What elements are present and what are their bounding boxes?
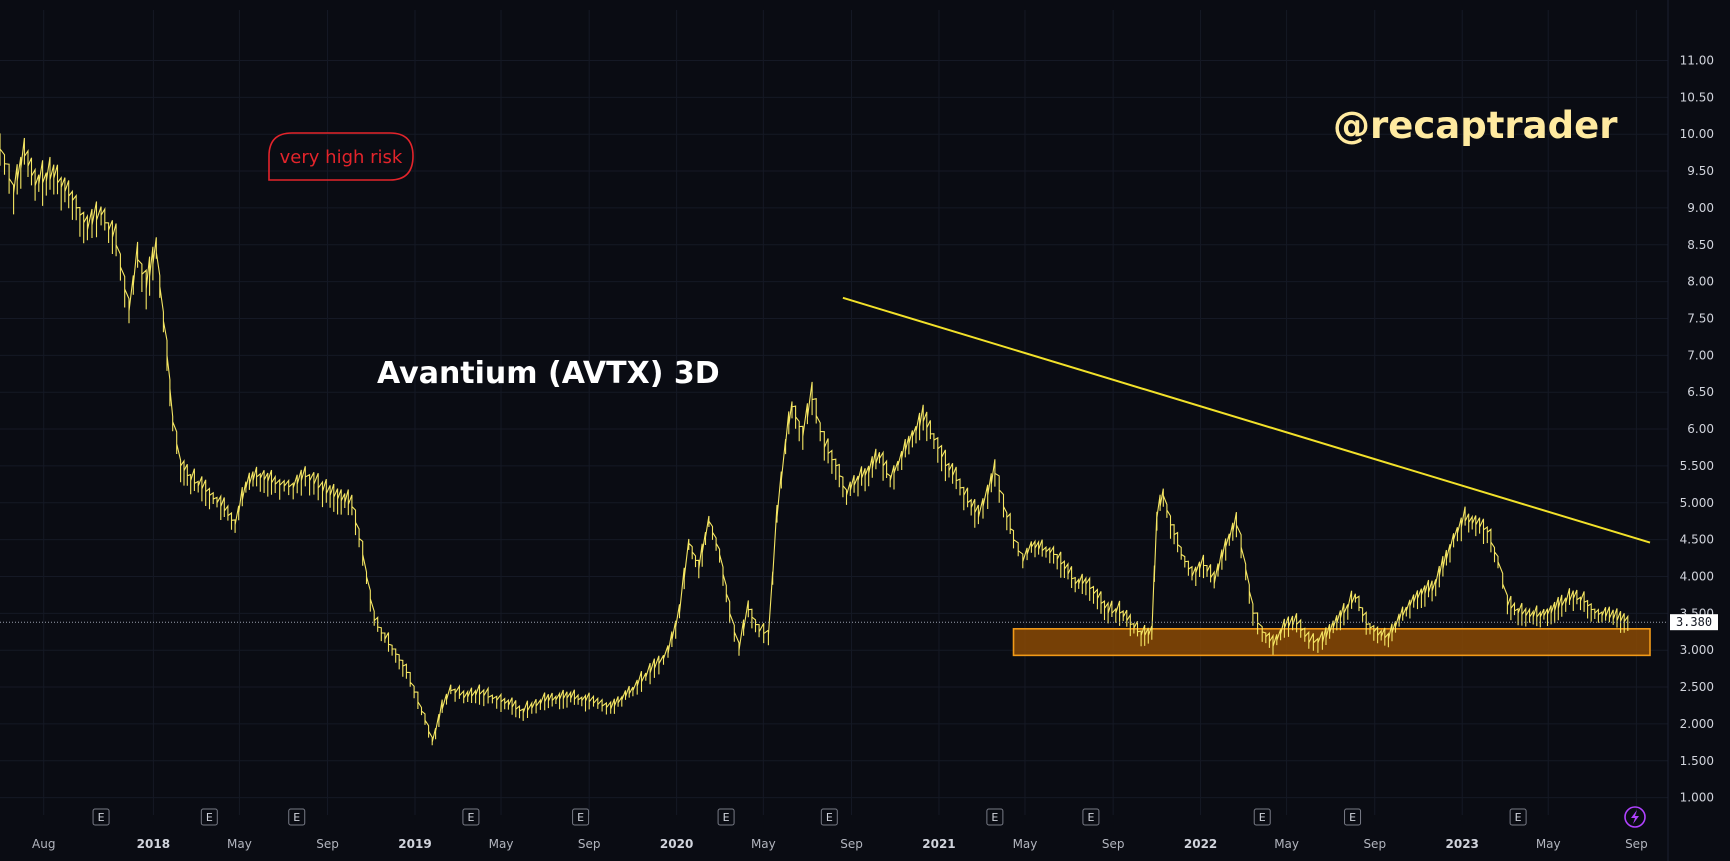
earnings-marker[interactable]: E bbox=[1253, 808, 1271, 826]
y-tick-label: 6.50 bbox=[1687, 385, 1714, 399]
earnings-marker[interactable]: E bbox=[1509, 808, 1527, 826]
earnings-marker-box bbox=[1082, 808, 1100, 826]
trendline-line[interactable] bbox=[842, 296, 1651, 544]
y-tick-label: 6.00 bbox=[1687, 422, 1714, 436]
earnings-marker[interactable]: E bbox=[717, 808, 735, 826]
price-axis[interactable]: 1.0001.5002.0002.5003.0003.5004.0004.500… bbox=[1667, 0, 1714, 861]
y-tick-label: 4.500 bbox=[1680, 533, 1714, 547]
earnings-marker[interactable]: E bbox=[200, 808, 218, 826]
earnings-marker[interactable]: E bbox=[572, 808, 590, 826]
earnings-marker[interactable]: E bbox=[462, 808, 480, 826]
earnings-marker-label: E bbox=[98, 811, 105, 824]
risk-callout[interactable]: very high risk bbox=[268, 132, 414, 181]
earnings-marker-box bbox=[1509, 808, 1527, 826]
y-tick-label: 4.000 bbox=[1680, 569, 1714, 583]
y-tick-label: 5.500 bbox=[1680, 459, 1714, 473]
last-price-value: 3.380 bbox=[1676, 615, 1712, 629]
y-tick-label: 5.000 bbox=[1680, 496, 1714, 510]
earnings-marker-box bbox=[462, 808, 480, 826]
x-tick-label: May bbox=[489, 837, 514, 851]
y-tick-label: 3.000 bbox=[1680, 643, 1714, 657]
risk-callout-box bbox=[268, 132, 414, 181]
x-tick-label: Sep bbox=[578, 837, 601, 851]
earnings-marker-box bbox=[200, 808, 218, 826]
earnings-marker-box bbox=[1253, 808, 1271, 826]
y-tick-label: 11.00 bbox=[1680, 53, 1714, 67]
x-tick-label: Sep bbox=[316, 837, 339, 851]
earnings-marker-label: E bbox=[826, 811, 833, 824]
support-zone bbox=[1012, 628, 1651, 657]
chart-title: Avantium (AVTX) 3D bbox=[377, 356, 720, 391]
x-tick-label: Sep bbox=[840, 837, 863, 851]
y-tick-label: 2.500 bbox=[1680, 680, 1714, 694]
y-tick-label: 1.500 bbox=[1680, 754, 1714, 768]
price-bars bbox=[0, 133, 1629, 746]
y-tick-label: 9.00 bbox=[1687, 201, 1714, 215]
earnings-marker-label: E bbox=[577, 811, 584, 824]
earnings-marker-label: E bbox=[206, 811, 213, 824]
earnings-marker-box bbox=[820, 808, 838, 826]
last-price-tag bbox=[1670, 614, 1718, 631]
earnings-marker-label: E bbox=[293, 811, 300, 824]
earnings-marker-label: E bbox=[723, 811, 730, 824]
x-tick-label: Aug bbox=[32, 837, 55, 851]
y-tick-label: 8.50 bbox=[1687, 238, 1714, 252]
x-tick-label: May bbox=[1013, 837, 1038, 851]
x-tick-label: 2020 bbox=[660, 837, 693, 851]
earnings-marker-label: E bbox=[1515, 811, 1522, 824]
earnings-marker-box bbox=[92, 808, 110, 826]
x-tick-label: 2023 bbox=[1446, 837, 1479, 851]
x-tick-label: 2022 bbox=[1184, 837, 1217, 851]
watermark-text: @recaptrader bbox=[1333, 104, 1618, 147]
alerts-lightning-icon[interactable] bbox=[1624, 806, 1646, 828]
y-tick-label: 1.000 bbox=[1680, 791, 1714, 805]
earnings-marker[interactable]: E bbox=[986, 808, 1004, 826]
x-tick-label: 2021 bbox=[922, 837, 955, 851]
earnings-marker-box bbox=[717, 808, 735, 826]
earnings-marker[interactable]: E bbox=[820, 808, 838, 826]
earnings-marker-box bbox=[572, 808, 590, 826]
price-series bbox=[0, 133, 1629, 746]
x-tick-label: 2018 bbox=[137, 837, 170, 851]
x-tick-label: May bbox=[1536, 837, 1561, 851]
x-tick-label: May bbox=[1274, 837, 1299, 851]
earnings-marker-box bbox=[1344, 808, 1362, 826]
x-tick-label: May bbox=[751, 837, 776, 851]
y-tick-label: 10.50 bbox=[1680, 90, 1714, 104]
y-tick-label: 8.00 bbox=[1687, 275, 1714, 289]
earnings-marker[interactable]: E bbox=[92, 808, 110, 826]
earnings-marker-box bbox=[288, 808, 306, 826]
y-tick-label: 10.00 bbox=[1680, 127, 1714, 141]
x-tick-label: May bbox=[227, 837, 252, 851]
trendline[interactable] bbox=[842, 296, 1651, 544]
y-tick-label: 9.50 bbox=[1687, 164, 1714, 178]
earnings-marker[interactable]: E bbox=[1344, 808, 1362, 826]
y-tick-label: 2.000 bbox=[1680, 717, 1714, 731]
earnings-marker-label: E bbox=[467, 811, 474, 824]
earnings-marker[interactable]: E bbox=[288, 808, 306, 826]
y-tick-label: 7.00 bbox=[1687, 348, 1714, 362]
earnings-marker-label: E bbox=[991, 811, 998, 824]
y-tick-label: 7.50 bbox=[1687, 311, 1714, 325]
earnings-marker-label: E bbox=[1259, 811, 1266, 824]
time-axis[interactable]: Aug 2018 May Sep 2019 May Sep 2020 May Sep 2021 May… bbox=[32, 837, 1648, 851]
earnings-marker-label: E bbox=[1087, 811, 1094, 824]
earnings-marker[interactable]: E bbox=[1082, 808, 1100, 826]
grid bbox=[0, 10, 1668, 815]
support-zone-rect[interactable] bbox=[1012, 628, 1651, 657]
x-tick-label: Sep bbox=[1102, 837, 1125, 851]
x-tick-label: Sep bbox=[1363, 837, 1386, 851]
earnings-marker-label: E bbox=[1349, 811, 1356, 824]
x-tick-label: 2019 bbox=[398, 837, 431, 851]
risk-label: very high risk bbox=[280, 147, 403, 168]
last-price-marker: 3.380 bbox=[0, 614, 1718, 631]
earnings-marker-box bbox=[986, 808, 1004, 826]
x-tick-label: Sep bbox=[1625, 837, 1648, 851]
